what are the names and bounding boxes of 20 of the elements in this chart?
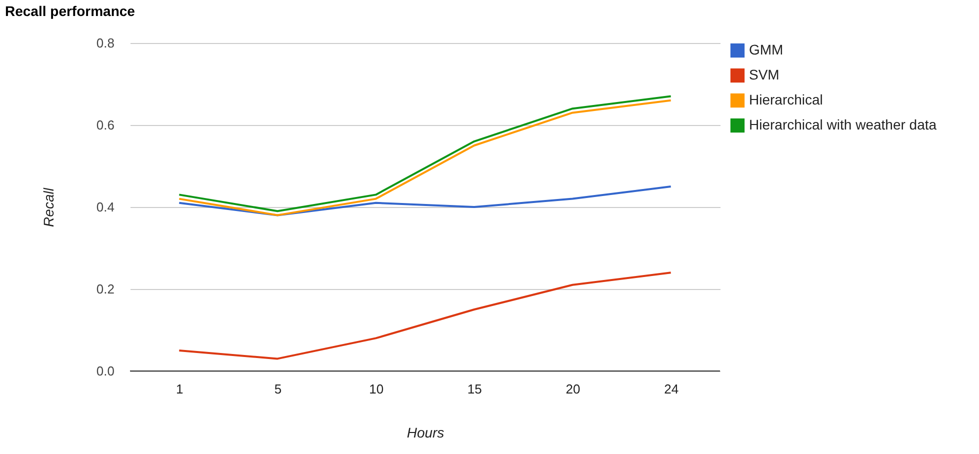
y-tick-label: 0.6 (96, 118, 114, 132)
y-tick-label: 0.0 (96, 364, 114, 378)
x-tick-label: 10 (369, 382, 384, 396)
x-tick-label: 5 (274, 382, 282, 396)
y-axis-title: Recall (40, 187, 56, 227)
line-series (178, 272, 672, 360)
y-tick-label: 0.4 (96, 200, 114, 214)
x-axis-title: Hours (406, 424, 444, 440)
chart-title: Recall performance (5, 3, 136, 19)
y-tick-label: 0.8 (96, 36, 114, 50)
x-tick-label: 15 (467, 382, 482, 396)
x-tick-label: 24 (664, 382, 679, 396)
legend-label: Hierarchical (749, 92, 823, 108)
y-tick-label: 0.2 (96, 282, 114, 296)
legend-label: Hierarchical with weather data (749, 116, 937, 132)
line-series (178, 186, 672, 216)
legend-label: SVM (749, 66, 780, 82)
legend-label: GMM (749, 42, 784, 58)
x-tick-label: 20 (566, 382, 580, 396)
x-tick-label: 1 (176, 382, 184, 396)
